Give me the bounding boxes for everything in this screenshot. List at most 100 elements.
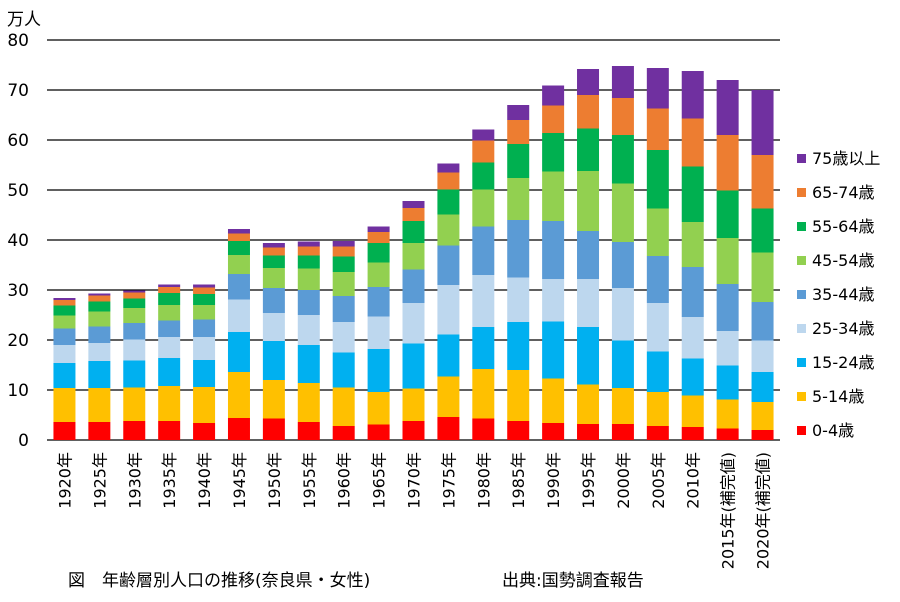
bar-segment bbox=[577, 128, 600, 171]
legend-label: 65-74歳 bbox=[812, 183, 875, 202]
bar-segment bbox=[646, 256, 669, 303]
bar-segment bbox=[332, 322, 355, 353]
legend-label: 5-14歳 bbox=[812, 387, 864, 406]
legend-label: 15-24歳 bbox=[812, 353, 875, 372]
bar-segment bbox=[227, 233, 250, 241]
bar-stack bbox=[542, 85, 565, 440]
bar-segment bbox=[123, 387, 146, 421]
bar-segment bbox=[53, 315, 76, 329]
x-tick-label: 1950年 bbox=[265, 452, 284, 509]
bar-segment bbox=[367, 226, 390, 232]
bar-segment bbox=[88, 326, 111, 343]
legend-swatch bbox=[797, 324, 806, 333]
y-tick-label: 60 bbox=[7, 131, 29, 151]
bar-segment bbox=[297, 345, 320, 383]
bar-segment bbox=[646, 392, 669, 426]
x-tick-label: 1985年 bbox=[509, 452, 528, 509]
bar-segment bbox=[158, 320, 181, 337]
bar-segment bbox=[577, 327, 600, 385]
bar-segment bbox=[611, 183, 634, 242]
legend-swatch bbox=[797, 392, 806, 401]
bar-stack bbox=[53, 298, 76, 440]
bar-segment bbox=[123, 360, 146, 388]
y-axis-unit-label: 万人 bbox=[7, 10, 41, 30]
x-tick-label: 2020年(補完値) bbox=[754, 452, 773, 569]
bar-segment bbox=[332, 426, 355, 440]
bar-stack bbox=[262, 243, 285, 440]
y-tick-labels: 0 10 20 30 40 50 60 70 80 bbox=[7, 31, 29, 451]
bar-segment bbox=[507, 277, 530, 322]
bar-segment bbox=[542, 321, 565, 379]
legend-swatch bbox=[797, 188, 806, 197]
bar-segment bbox=[507, 322, 530, 370]
bar-stacks bbox=[53, 66, 774, 440]
bar-segment bbox=[193, 287, 216, 294]
bar-segment bbox=[716, 399, 739, 429]
bar-segment bbox=[611, 288, 634, 341]
bar-segment bbox=[507, 178, 530, 220]
bar-segment bbox=[611, 66, 634, 98]
legend-label: 0-4歳 bbox=[812, 421, 854, 440]
bar-segment bbox=[472, 275, 495, 327]
x-tick-labels: 1920年 1925年 1930年 1935年 1940年 1945年 1950年 1955年… bbox=[55, 452, 772, 569]
bar-segment bbox=[332, 352, 355, 388]
bar-stack bbox=[193, 284, 216, 440]
legend-swatch bbox=[797, 256, 806, 265]
bar-stack bbox=[681, 71, 704, 440]
bar-segment bbox=[577, 95, 600, 129]
bar-segment bbox=[367, 287, 390, 317]
bar-segment bbox=[507, 220, 530, 278]
bar-segment bbox=[158, 358, 181, 386]
bar-segment bbox=[542, 85, 565, 106]
bar-segment bbox=[716, 428, 739, 440]
bar-segment bbox=[367, 349, 390, 392]
bar-stack bbox=[88, 293, 111, 440]
bar-stack bbox=[437, 163, 460, 440]
bar-segment bbox=[437, 189, 460, 215]
y-tick-label: 30 bbox=[7, 281, 29, 301]
bar-segment bbox=[402, 208, 425, 221]
bar-segment bbox=[53, 345, 76, 363]
bar-segment bbox=[193, 294, 216, 305]
x-tick-label: 1975年 bbox=[439, 452, 458, 509]
bar-segment bbox=[227, 229, 250, 234]
bar-segment bbox=[88, 343, 111, 361]
bar-segment bbox=[53, 305, 76, 316]
bar-segment bbox=[437, 376, 460, 417]
x-tick-label: 1920年 bbox=[55, 452, 74, 509]
bar-segment bbox=[577, 384, 600, 424]
bar-segment bbox=[402, 269, 425, 303]
bar-segment bbox=[577, 69, 600, 95]
legend-item: 0-4歳 bbox=[797, 421, 854, 440]
bar-segment bbox=[402, 421, 425, 440]
bar-segment bbox=[367, 316, 390, 349]
bar-stack bbox=[611, 66, 634, 440]
bar-stack bbox=[716, 80, 739, 440]
legend-item: 75歳以上 bbox=[797, 149, 880, 168]
bar-segment bbox=[262, 313, 285, 341]
bar-segment bbox=[681, 358, 704, 396]
bar-segment bbox=[437, 245, 460, 285]
bar-segment bbox=[367, 424, 390, 440]
bar-segment bbox=[751, 208, 774, 253]
bar-segment bbox=[681, 71, 704, 119]
bar-segment bbox=[716, 284, 739, 331]
bar-segment bbox=[402, 201, 425, 208]
bar-segment bbox=[262, 288, 285, 313]
bar-segment bbox=[437, 334, 460, 377]
bar-segment bbox=[577, 424, 600, 440]
bar-segment bbox=[751, 430, 774, 440]
bar-segment bbox=[681, 427, 704, 440]
bar-segment bbox=[88, 295, 111, 302]
bar-segment bbox=[193, 360, 216, 387]
x-tick-label: 1960年 bbox=[335, 452, 354, 509]
bar-segment bbox=[437, 214, 460, 246]
legend: 75歳以上 65-74歳 55-64歳 45-54歳 35-44歳 25-34歳 15-24… bbox=[797, 149, 880, 440]
bar-segment bbox=[158, 293, 181, 305]
bar-segment bbox=[507, 105, 530, 120]
x-tick-label: 1935年 bbox=[160, 452, 179, 509]
y-tick-label: 0 bbox=[18, 431, 29, 451]
bar-segment bbox=[88, 301, 111, 312]
bar-segment bbox=[88, 361, 111, 388]
bar-stack bbox=[227, 229, 250, 440]
